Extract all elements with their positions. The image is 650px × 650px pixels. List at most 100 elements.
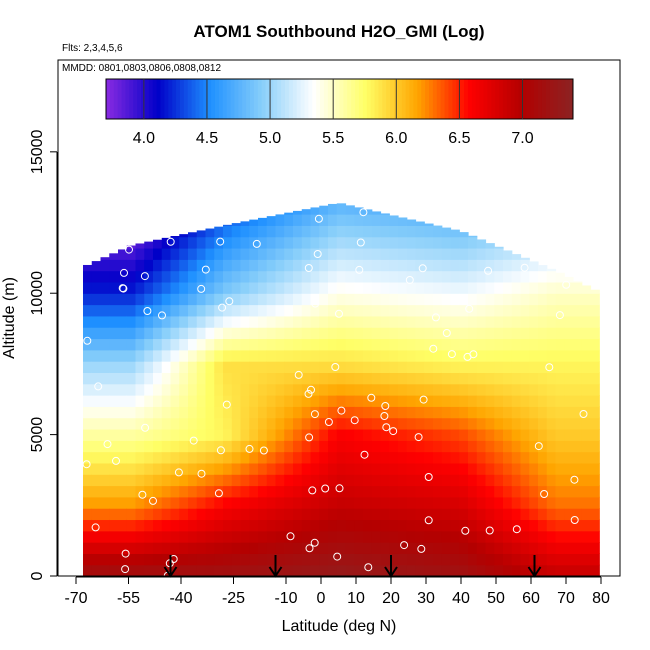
heatmap-cell — [354, 462, 364, 475]
heatmap-cell — [398, 270, 408, 283]
heatmap-cell — [494, 485, 504, 498]
sample-point — [465, 304, 474, 313]
sample-point — [424, 516, 433, 525]
heatmap-cell — [494, 361, 504, 373]
heatmap-cell — [459, 232, 469, 238]
heatmap-cell — [555, 542, 565, 554]
heatmap-cell — [424, 542, 434, 554]
heatmap-cell — [468, 530, 478, 543]
heatmap-cell — [590, 338, 600, 351]
heatmap-cell — [555, 349, 565, 362]
heatmap-cell — [336, 327, 347, 340]
colorbar-segment — [203, 79, 208, 119]
heatmap-cell — [231, 462, 242, 475]
heatmap-cell — [214, 338, 224, 351]
heatmap-cell — [433, 519, 443, 532]
heatmap-cell — [188, 236, 198, 249]
heatmap-cell — [144, 451, 154, 464]
heatmap-cell — [231, 327, 242, 340]
heatmap-cell — [170, 293, 180, 306]
heatmap-cell — [468, 542, 478, 554]
heatmap-cell — [555, 327, 565, 340]
heatmap-cell — [538, 428, 548, 441]
heatmap-cell — [398, 259, 408, 272]
heatmap-cell — [380, 542, 390, 554]
heatmap-cell — [188, 530, 198, 543]
sample-point — [570, 475, 579, 484]
heatmap-cell — [459, 338, 469, 351]
heatmap-cell — [415, 349, 425, 362]
heatmap-cell — [485, 259, 495, 272]
heatmap-cell — [83, 304, 93, 317]
heatmap-cell — [144, 406, 154, 419]
heatmap-cell — [179, 496, 189, 509]
heatmap-cell — [328, 304, 338, 317]
heatmap-cell — [214, 395, 224, 407]
heatmap-cell — [266, 428, 277, 441]
heatmap-cell — [240, 428, 250, 441]
heatmap-cell — [520, 338, 530, 351]
heatmap-cell — [319, 406, 329, 419]
heatmap-cell — [301, 530, 312, 543]
heatmap-cell — [389, 395, 399, 407]
heatmap-cell — [144, 270, 154, 283]
heatmap-cell — [581, 530, 592, 543]
heatmap-cell — [126, 496, 137, 509]
heatmap-cell — [424, 372, 434, 385]
colorbar-segment — [257, 79, 263, 119]
heatmap-cell — [415, 474, 425, 487]
heatmap-cell — [240, 281, 250, 294]
heatmap-cell — [573, 383, 583, 396]
heatmap-cell — [126, 293, 137, 306]
sample-point — [197, 284, 206, 293]
heatmap-cell — [389, 338, 399, 351]
heatmap-cell — [179, 406, 189, 419]
heatmap-cell — [231, 304, 242, 317]
heatmap-cell — [354, 293, 364, 306]
heatmap-cell — [153, 428, 163, 441]
heatmap-cell — [450, 372, 460, 385]
heatmap-cell — [144, 247, 154, 260]
x-tick-label: 20 — [382, 590, 400, 607]
heatmap-cell — [345, 315, 355, 328]
heatmap-cell — [424, 236, 434, 249]
heatmap-cell — [450, 236, 460, 249]
colorbar-segment — [456, 79, 461, 119]
heatmap-cell — [485, 304, 495, 317]
heatmap-cell — [415, 440, 425, 453]
heatmap-cell — [406, 406, 417, 419]
x-tick-label: 30 — [417, 590, 435, 607]
heatmap-cell — [135, 440, 145, 453]
heatmap-cell — [354, 270, 364, 283]
heatmap-cell — [459, 530, 469, 543]
heatmap-cell — [476, 383, 487, 396]
heatmap-cell — [555, 272, 565, 283]
heatmap-cell — [161, 451, 172, 464]
heatmap-cell — [179, 234, 189, 238]
heatmap-cell — [503, 530, 513, 543]
heatmap-cell — [153, 474, 163, 487]
heatmap-cell — [415, 221, 425, 226]
heatmap-cell — [441, 530, 452, 543]
heatmap-cell — [468, 293, 478, 306]
heatmap-cell — [371, 338, 382, 351]
heatmap-cell — [363, 553, 373, 566]
heatmap-cell — [529, 349, 539, 362]
sample-point — [429, 344, 438, 353]
heatmap-cell — [196, 395, 207, 407]
heatmap-cell — [581, 519, 592, 532]
heatmap-cell — [188, 338, 198, 351]
heatmap-cell — [476, 239, 487, 249]
heatmap-cell — [459, 462, 469, 475]
heatmap-cell — [275, 542, 285, 554]
heatmap-cell — [126, 451, 137, 464]
heatmap-cell — [231, 293, 242, 306]
sample-point — [400, 541, 409, 550]
heatmap-cell — [118, 395, 128, 407]
heatmap-cell — [354, 383, 364, 396]
heatmap-cell — [424, 349, 434, 362]
heatmap-cell — [450, 564, 460, 577]
heatmap-cell — [354, 259, 364, 272]
heatmap-cell — [406, 530, 417, 543]
